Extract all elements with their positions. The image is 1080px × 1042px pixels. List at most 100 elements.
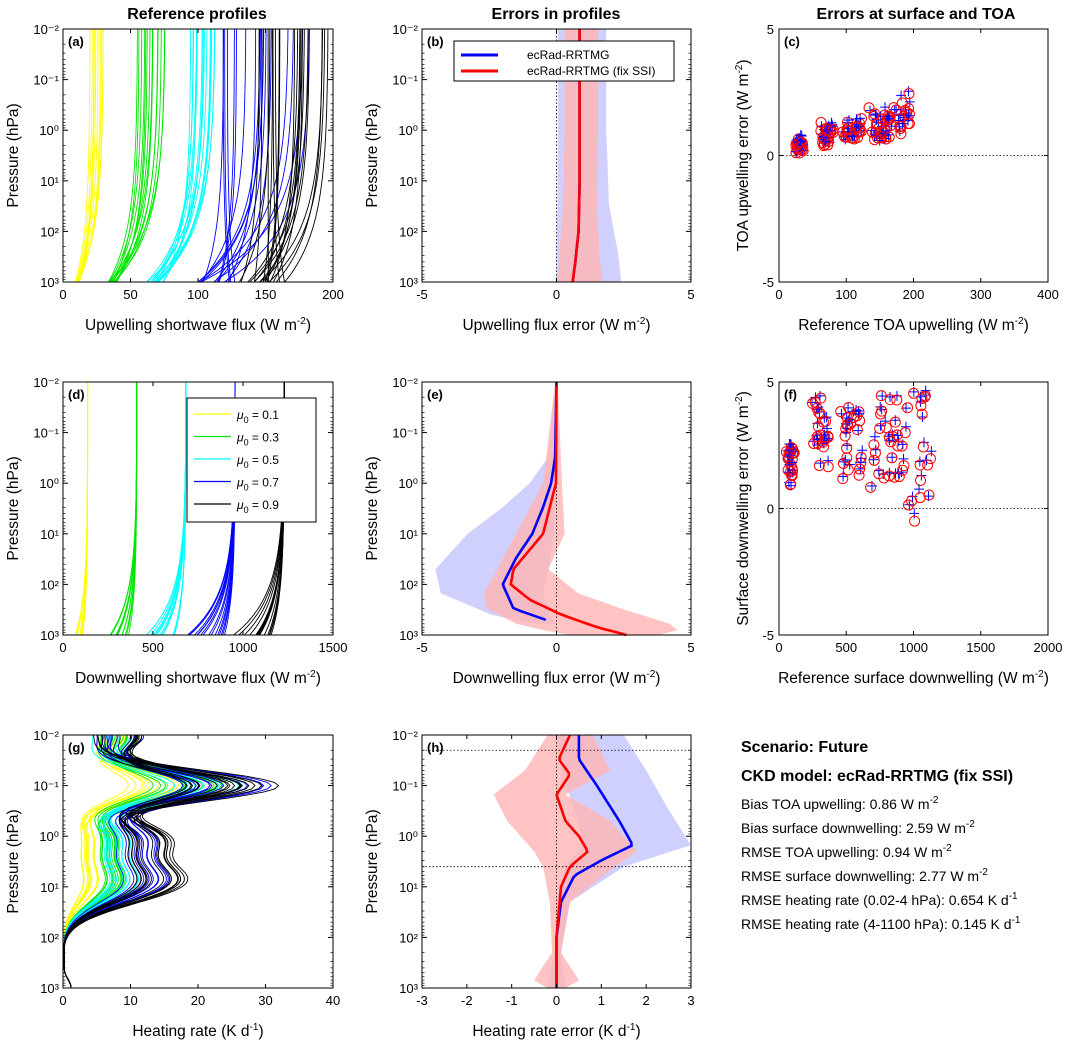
profile-line	[159, 382, 187, 636]
column-title-reference: Reference profiles	[127, 6, 267, 23]
x-tick-label: -5	[416, 287, 428, 302]
point-ecrad-fix	[903, 108, 915, 120]
point-ecrad	[823, 455, 834, 466]
profile-line	[77, 29, 99, 283]
profile-line	[253, 28, 301, 283]
y-tick-label: 10⁻²	[33, 22, 59, 37]
point-ecrad-fix	[888, 102, 900, 114]
profile-line	[265, 29, 280, 283]
x-tick-label: 500	[835, 640, 857, 655]
y-tick-label: 10⁻²	[392, 728, 418, 743]
y-tick-label: 10⁻¹	[33, 779, 59, 794]
legend-mu0: μ0 = 0.1 μ0 = 0.3 μ0 = 0.5 μ0 = 0.7 μ0 = 0.9	[186, 397, 317, 523]
x-tick-label: 150	[255, 287, 277, 302]
point-ecrad-fix	[787, 464, 799, 476]
point-ecrad-fix	[876, 405, 888, 417]
point-ecrad	[883, 113, 894, 124]
y-tick-label: -5	[762, 628, 774, 643]
x-tick-label: 40	[326, 993, 340, 1008]
x-tick-label: 500	[142, 640, 164, 655]
profile-line	[200, 28, 304, 283]
point-ecrad-fix	[869, 447, 881, 459]
profile-line	[269, 29, 296, 283]
point-ecrad	[855, 457, 866, 468]
legend-mu0-label: μ0 = 0.3	[236, 431, 279, 448]
panel-g: 0 10 20 30 40 10⁻² 10⁻¹ 10⁰ 10¹ 10² 10³ (g) Heating …	[5, 728, 340, 1040]
profile-line	[147, 29, 205, 283]
column-title-errors-surface-toa: Errors at surface and TOA	[817, 6, 1016, 23]
point-ecrad	[877, 390, 888, 401]
profile-line	[259, 28, 324, 283]
point-ecrad	[891, 104, 902, 115]
profile-line	[75, 29, 93, 283]
y-tick-label: 10⁰	[39, 476, 59, 491]
x-tick-label: 200	[903, 287, 925, 302]
point-ecrad	[868, 454, 879, 465]
y-axis-label: Pressure (hPa)	[5, 456, 22, 560]
x-tick-label: 1000	[229, 640, 258, 655]
point-ecrad-fix	[903, 88, 915, 100]
x-tick-label: 1000	[899, 640, 928, 655]
profile-line	[63, 734, 137, 989]
mean-error-line-ecrad-fix	[509, 382, 627, 637]
point-ecrad-fix	[820, 135, 832, 147]
y-tick-label: 10⁰	[39, 123, 59, 138]
point-ecrad-fix	[897, 464, 909, 476]
x-tick-label: 3	[687, 993, 694, 1008]
point-ecrad-fix	[908, 387, 920, 399]
y-tick-label: 10²	[40, 930, 59, 945]
point-ecrad	[926, 446, 937, 457]
legend-models: ecRad-RRTMG ecRad-RRTMG (fix SSI)	[453, 40, 675, 82]
panel-letter: (e)	[427, 387, 443, 402]
profile-line	[199, 28, 289, 283]
profile-line	[155, 29, 212, 283]
point-ecrad-fix	[837, 473, 849, 485]
point-ecrad-fix	[893, 471, 905, 483]
summary-line: RMSE heating rate (4-1100 hPa): 0.145 K …	[741, 915, 1021, 932]
point-ecrad-fix	[835, 406, 847, 418]
panel-letter: (h)	[427, 740, 444, 755]
profile-line	[227, 29, 257, 283]
legend-mu0-label: μ0 = 0.1	[236, 408, 279, 425]
point-ecrad-fix	[868, 454, 880, 466]
point-ecrad-fix	[845, 418, 857, 430]
point-ecrad-fix	[817, 416, 829, 428]
y-axis-label: Pressure (hPa)	[364, 809, 381, 913]
axes-frame	[62, 381, 334, 636]
profile-line	[272, 29, 280, 283]
point-ecrad	[900, 421, 911, 432]
profile-line	[146, 382, 187, 636]
profile-line	[77, 29, 97, 283]
profile-line	[109, 29, 153, 283]
point-ecrad-fix	[841, 124, 853, 136]
panel-h: -3 -2 -1 0 1 2 3 10⁻² 10⁻¹ 10⁰ 10¹ 10² 10³ (h) Heating…	[364, 728, 695, 1040]
column-title-errors-profiles: Errors in profiles	[492, 6, 621, 23]
legend-models-box	[453, 40, 675, 82]
panel-c: 0 100 200 300 400-505(c)Reference TOA upwell…	[734, 22, 1059, 334]
summary-line: Bias surface downwelling: 2.59 W m-2	[741, 819, 975, 836]
panel-letter: (b)	[427, 34, 444, 49]
point-ecrad-fix	[899, 427, 911, 439]
y-tick-label: 10⁻²	[33, 375, 59, 390]
profile-line	[197, 29, 265, 283]
scenario-title: Scenario: Future	[741, 739, 868, 756]
point-ecrad	[844, 459, 855, 470]
point-ecrad-fix	[868, 108, 880, 120]
x-axis-label: Upwelling shortwave flux (W m-2)	[85, 316, 311, 334]
y-tick-label: 10¹	[40, 527, 59, 542]
point-ecrad-fix	[813, 407, 825, 419]
profile-line	[114, 29, 148, 283]
x-tick-label: 30	[258, 993, 272, 1008]
y-tick-label: 10⁰	[398, 476, 418, 491]
x-tick-label: -1	[506, 993, 518, 1008]
x-tick-label: 0	[59, 287, 66, 302]
x-axis-label: Upwelling flux error (W m-2)	[462, 316, 650, 334]
profile-line	[108, 29, 143, 283]
y-tick-label: 10⁻¹	[33, 426, 59, 441]
point-ecrad	[909, 508, 920, 519]
point-ecrad-fix	[822, 139, 834, 151]
point-ecrad-fix	[896, 97, 908, 109]
point-ecrad-fix	[881, 113, 893, 125]
point-ecrad-fix	[883, 131, 895, 143]
profile-line	[223, 28, 310, 283]
